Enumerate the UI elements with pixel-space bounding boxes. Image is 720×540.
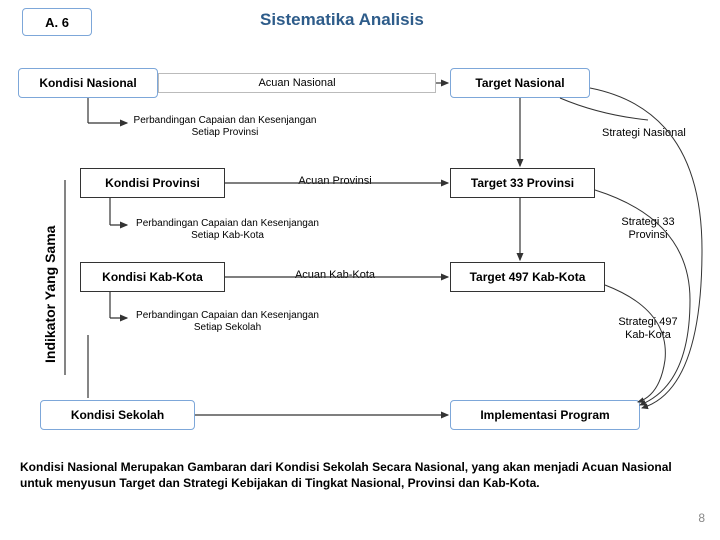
footer-description: Kondisi Nasional Merupakan Gambaran dari… — [20, 460, 690, 491]
node-target-kabkota: Target 497 Kab-Kota — [450, 262, 605, 292]
label-strategi-kabkota: Strategi 497 Kab-Kota — [608, 316, 688, 342]
page-title: Sistematika Analisis — [260, 10, 424, 30]
acuan-kabkota-label: Acuan Kab-Kota — [265, 269, 405, 281]
diagram-root: A. 6 Sistematika Analisis Kondisi Nasion… — [0, 0, 720, 540]
header-badge: A. 6 — [22, 8, 92, 36]
label-strategi-nasional: Strategi Nasional — [602, 127, 686, 139]
acuan-nasional-bar: Acuan Nasional — [158, 73, 436, 93]
node-kondisi-nasional: Kondisi Nasional — [18, 68, 158, 98]
label-perbandingan-provinsi: Perbandingan Capaian dan Kesenjangan Set… — [130, 115, 320, 139]
page-number: 8 — [698, 511, 705, 525]
node-target-provinsi: Target 33 Provinsi — [450, 168, 595, 198]
node-kondisi-sekolah: Kondisi Sekolah — [40, 400, 195, 430]
node-kondisi-provinsi: Kondisi Provinsi — [80, 168, 225, 198]
label-perbandingan-kabkota: Perbandingan Capaian dan Kesenjangan Set… — [130, 218, 325, 242]
node-implementasi: Implementasi Program — [450, 400, 640, 430]
node-target-nasional: Target Nasional — [450, 68, 590, 98]
label-perbandingan-sekolah: Perbandingan Capaian dan Kesenjangan Set… — [130, 310, 325, 334]
side-label-indikator: Indikator Yang Sama — [42, 203, 58, 363]
label-strategi-provinsi: Strategi 33 Provinsi — [608, 216, 688, 242]
acuan-provinsi-label: Acuan Provinsi — [265, 175, 405, 187]
node-kondisi-kabkota: Kondisi Kab-Kota — [80, 262, 225, 292]
